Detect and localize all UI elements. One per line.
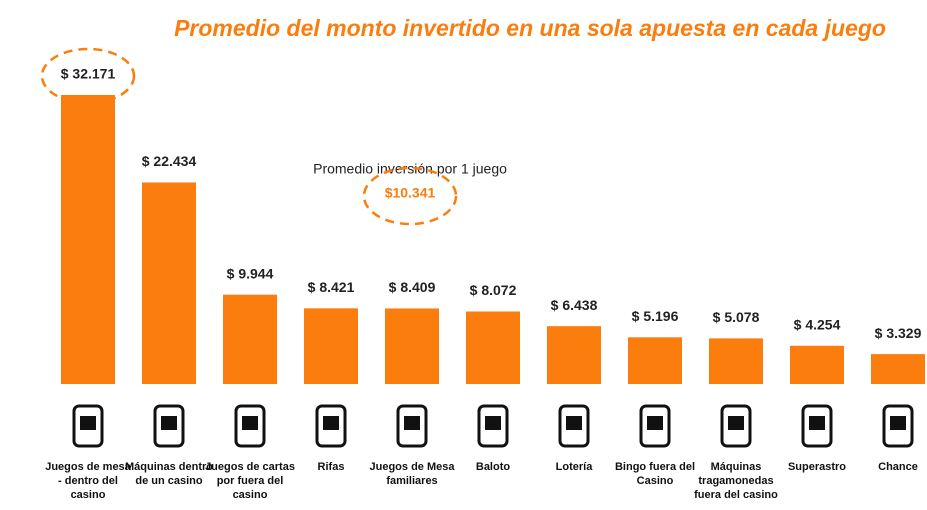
category-icon: [72, 404, 104, 448]
value-label: $ 8.072: [470, 282, 517, 298]
chart-title: Promedio del monto invertido en una sola…: [174, 15, 886, 41]
category-icon-detail: [485, 416, 501, 430]
value-label: $ 6.438: [551, 297, 598, 313]
category-icon-detail: [80, 416, 96, 430]
value-label: $ 5.196: [632, 308, 679, 324]
bar: [385, 308, 439, 384]
annotation-ellipse: [362, 166, 458, 226]
category-label: Juegos de Mesa familiares: [369, 461, 455, 487]
bar: [628, 337, 682, 384]
category-label: Juegos de mesa - dentro del casino: [45, 461, 131, 501]
category-icon: [153, 404, 185, 448]
category-icon-detail: [728, 416, 744, 430]
category-label: Chance: [878, 461, 918, 473]
category-label: Juegos de cartas por fuera del casino: [205, 461, 295, 501]
value-label: $ 32.171: [61, 66, 116, 82]
value-label: $ 9.944: [227, 265, 274, 281]
category-icon: [234, 404, 266, 448]
bar: [466, 311, 520, 384]
category-icon: [477, 404, 509, 448]
bar: [223, 294, 277, 384]
category-label: Superastro: [787, 461, 847, 473]
category-label: Lotería: [555, 461, 593, 473]
bar: [61, 95, 115, 384]
category-icon: [558, 404, 590, 448]
annotation-value: $10.341: [385, 185, 436, 201]
value-label: $ 8.409: [389, 279, 436, 295]
category-icon: [720, 404, 752, 448]
category-label: Bingo fuera del Casino: [614, 461, 696, 487]
category-icon-detail: [890, 416, 906, 430]
bar: [709, 338, 763, 384]
bar: [547, 326, 601, 384]
category-icon-detail: [161, 416, 177, 430]
category-icon-detail: [404, 416, 420, 430]
category-label: Baloto: [475, 461, 511, 473]
value-label: $ 22.434: [142, 153, 197, 169]
value-label: $ 3.329: [875, 325, 922, 341]
bar: [790, 345, 844, 384]
category-icon: [801, 404, 833, 448]
category-icon-detail: [242, 416, 258, 430]
category-icon: [315, 404, 347, 448]
value-label: $ 8.421: [308, 279, 355, 295]
category-icon-detail: [323, 416, 339, 430]
bar: [142, 182, 196, 384]
value-label: $ 5.078: [713, 309, 760, 325]
category-icon: [639, 404, 671, 448]
category-icon-detail: [647, 416, 663, 430]
bar: [871, 354, 925, 384]
category-icon: [882, 404, 914, 448]
highlight-ellipse: [40, 47, 136, 105]
category-label: Rifas: [317, 461, 345, 473]
category-label: Máquinas tragamonedas fuera del casino: [694, 461, 778, 501]
category-icon-detail: [809, 416, 825, 430]
bar: [304, 308, 358, 384]
category-icon-detail: [566, 416, 582, 430]
value-label: $ 4.254: [794, 316, 841, 332]
annotation-text: Promedio inversión por 1 juego: [313, 161, 507, 177]
category-icon: [396, 404, 428, 448]
category-label: Máquinas dentro de un casino: [124, 461, 213, 487]
